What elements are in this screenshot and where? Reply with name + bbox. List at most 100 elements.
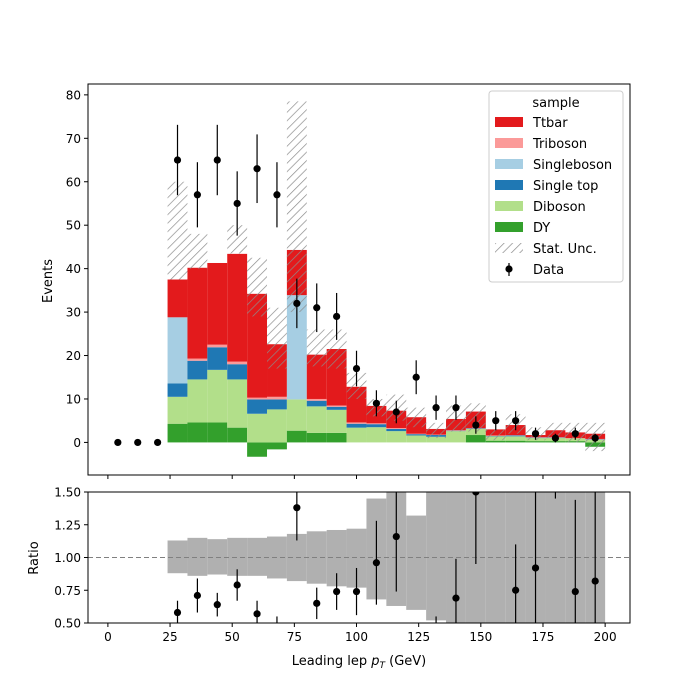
bar-triboson (227, 361, 248, 365)
bar-ttbar (187, 267, 208, 359)
legend-items: Ttbar Triboson Singleboson Single top Diboso… (495, 116, 612, 278)
ratio-band-bin (426, 492, 447, 621)
bar-single-top (406, 434, 427, 436)
stat-unc-bin (286, 101, 307, 313)
bar-triboson (187, 358, 208, 361)
legend-swatch (495, 201, 523, 211)
legend-label: DY (533, 221, 550, 236)
ratio-point (591, 577, 599, 585)
bar-single-top (247, 399, 268, 414)
bar-dy (485, 440, 506, 443)
legend-swatch (495, 222, 523, 232)
ratio-y-tick-label: 1.25 (54, 518, 81, 532)
x-tick-label: 0 (104, 630, 112, 644)
stat-unc-bin (267, 307, 287, 369)
stat-unc-bin (306, 329, 327, 367)
y-tick-label: 0 (73, 436, 81, 450)
main-plot-frame (87, 83, 631, 476)
main-y-axis: 0 10 20 30 40 50 60 70 80 (66, 88, 88, 450)
ratio-point (313, 599, 321, 607)
x-tick-label: 150 (469, 630, 492, 644)
ratio-point (571, 587, 579, 596)
y-tick-label: 40 (66, 262, 81, 276)
legend-swatch (495, 159, 523, 169)
ratio-band-bin (326, 529, 347, 587)
bar-dy (286, 430, 307, 443)
ratio-point (293, 504, 301, 512)
bar-triboson (326, 405, 347, 407)
stat-unc-bin (247, 257, 268, 317)
stacked-histogram (167, 249, 606, 457)
bar-ttbar (207, 262, 228, 345)
bar-dy (247, 442, 268, 457)
legend-item: Single top (495, 179, 598, 194)
legend-swatch (495, 117, 523, 127)
main-plot: 0 10 20 30 40 50 60 70 80 Events sample Ttbar Tri… (41, 83, 631, 479)
bar-single-top (267, 399, 287, 410)
legend-label: Diboson (533, 200, 586, 215)
bar-dy (525, 441, 546, 443)
bar-diboson (446, 431, 466, 443)
data-point (233, 199, 241, 208)
bar-single-top (366, 424, 387, 428)
bar-single-top (326, 406, 347, 410)
bar-diboson (247, 413, 268, 443)
ratio-y-tick-label: 0.75 (54, 584, 81, 598)
data-point (392, 408, 400, 416)
ratio-point (531, 564, 540, 572)
data-point (114, 438, 122, 447)
legend-label: Single top (533, 179, 598, 194)
ratio-y-axis-label: Ratio (27, 541, 42, 574)
ratio-band-bin (346, 528, 367, 588)
legend-label: Data (533, 263, 564, 278)
bar-triboson (207, 344, 228, 348)
bar-dy (465, 435, 486, 443)
legend-swatch (495, 243, 523, 253)
data-point (253, 165, 261, 173)
ratio-y-tick-label: 0.50 (54, 617, 81, 631)
ratio-band-bin (207, 539, 228, 575)
ratio-point (333, 587, 341, 596)
legend-item: DY (495, 221, 550, 236)
x-axis-label-unit: (GeV) (385, 654, 426, 669)
ratio-point (352, 587, 361, 596)
bar-diboson (207, 369, 228, 423)
data-point (432, 404, 440, 412)
data-point (313, 304, 321, 312)
ratio-point (173, 608, 182, 617)
main-y-axis-label: Events (41, 259, 56, 303)
x-axis-label-subscript: T (379, 661, 386, 671)
ratio-y-axis: 0.50 0.75 1.00 1.25 1.50 (54, 486, 88, 631)
bar-diboson (167, 396, 188, 424)
bar-ttbar (167, 279, 188, 318)
legend-label: Ttbar (532, 116, 568, 131)
legend-swatch (495, 138, 523, 148)
ratio-plot: 0.50 0.75 1.00 1.25 1.50 0 25 50 75 100 125 150 175… (27, 486, 631, 671)
legend-label: Stat. Unc. (533, 242, 597, 257)
x-tick-label: 25 (162, 630, 177, 644)
data-point (352, 364, 361, 373)
bar-dy (326, 432, 347, 443)
legend-swatch (495, 180, 523, 190)
bar-diboson (286, 399, 307, 431)
data-point (213, 156, 221, 164)
data-point (173, 156, 182, 164)
bar-diboson (267, 409, 287, 443)
ratio-points (173, 492, 599, 623)
ratio-band-bin (167, 540, 188, 574)
ratio-point (472, 492, 480, 496)
legend-marker (505, 265, 513, 273)
data-point (293, 299, 301, 307)
bar-single-top (386, 428, 407, 432)
main-x-ticks (107, 475, 606, 479)
bar-triboson (366, 423, 387, 425)
y-tick-label: 60 (66, 175, 81, 189)
data-point (333, 312, 341, 321)
ratio-band-bin (227, 537, 248, 576)
bar-dy (187, 422, 208, 443)
y-tick-label: 50 (66, 219, 81, 233)
data-point (531, 430, 540, 438)
bar-triboson (267, 396, 287, 400)
stat-unc-bin (426, 422, 447, 439)
